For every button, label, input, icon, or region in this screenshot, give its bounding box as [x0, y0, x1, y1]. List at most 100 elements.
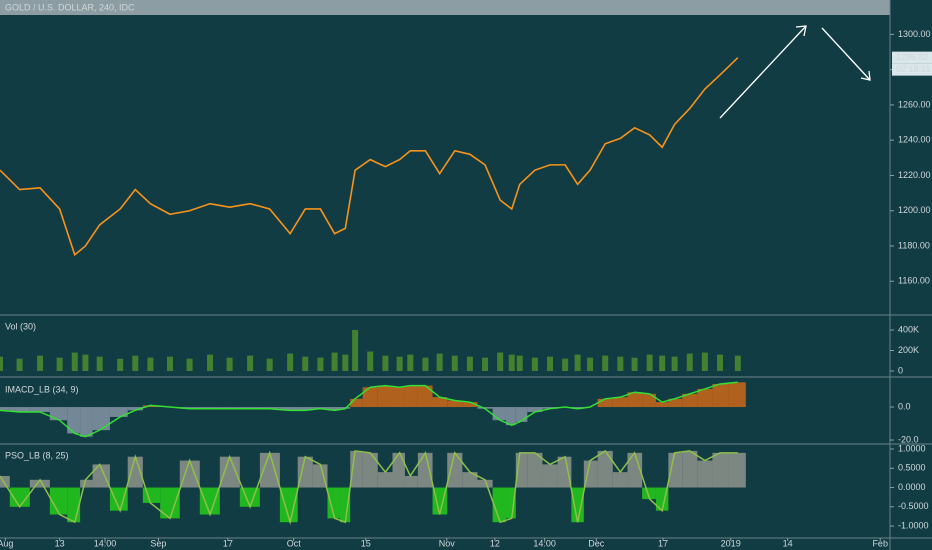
x-tick-label: Aug [0, 538, 13, 548]
histogram-bar [417, 452, 433, 488]
volume-bar [117, 358, 124, 372]
countdown-tag [892, 63, 932, 76]
histogram-bar [404, 385, 418, 408]
y-tick-label: -1.0000 [898, 520, 929, 530]
histogram-bar [29, 407, 50, 412]
histogram-bar [160, 487, 180, 519]
volume-bar [247, 355, 254, 372]
histogram-bar [492, 487, 506, 523]
volume-bar [631, 357, 638, 372]
volume-bar [132, 355, 139, 372]
y-tick-label: 1160.00 [898, 276, 930, 286]
pane-title: PSO_LB (8, 25) [5, 450, 69, 460]
x-tick-label: Oct [287, 538, 302, 548]
x-tick-label: 2019 [721, 538, 741, 548]
volume-bar [574, 354, 581, 372]
histogram-bar [557, 456, 572, 488]
histogram-bar [0, 407, 10, 411]
x-tick-label: 14 [783, 538, 793, 548]
histogram-bar [219, 456, 240, 488]
chart-title: GOLD / U.S. DOLLAR, 240, IDC [5, 2, 135, 12]
volume-bar [734, 355, 741, 372]
histogram-bar [417, 385, 433, 408]
histogram-bar [447, 452, 463, 488]
volume-bar [686, 353, 693, 372]
y-tick-label: 1260.00 [898, 99, 931, 109]
histogram-bar [297, 407, 313, 411]
histogram-bar [668, 452, 683, 488]
histogram-bar [447, 400, 463, 408]
x-tick-label: Nov [439, 538, 456, 548]
y-tick-label: 1300.00 [898, 29, 931, 39]
histogram-bar [377, 385, 393, 408]
volume-bar [166, 356, 173, 372]
volume-bar [352, 330, 359, 372]
histogram-bar [127, 407, 143, 411]
histogram-bar [179, 407, 200, 409]
y-tick-label: 0.0 [898, 401, 911, 411]
histogram-bar [542, 464, 558, 488]
volume-bar [671, 356, 678, 372]
histogram-bar [697, 460, 713, 488]
price-line [0, 57, 739, 257]
volume-bar [56, 357, 63, 372]
y-tick-label: -0.5000 [898, 501, 929, 511]
histogram-bar [219, 407, 240, 409]
histogram-bar [67, 407, 81, 434]
y-tick-label: 1180.00 [898, 240, 930, 250]
y-tick-label: 1240.00 [898, 135, 931, 145]
histogram-bar [377, 472, 393, 488]
histogram-bar [179, 460, 200, 488]
volume-bar [436, 353, 443, 372]
histogram-bar [542, 407, 558, 409]
volume-bar [602, 355, 609, 372]
histogram-bar [477, 407, 493, 409]
x-tick-label: 17 [223, 538, 233, 548]
countdown-label: 02:18:11 [896, 64, 930, 74]
volume-bar [587, 357, 594, 372]
histogram-bar [571, 487, 584, 523]
histogram-bar [612, 472, 628, 488]
volume-bar [37, 355, 44, 372]
histogram-bar [505, 487, 516, 519]
x-tick-label: Dec [588, 538, 605, 548]
volume-bar [147, 357, 154, 372]
histogram-bar [712, 452, 729, 488]
histogram-bar [668, 398, 683, 408]
volume-bar [96, 356, 103, 372]
histogram-bar [362, 387, 378, 408]
histogram-bar [712, 383, 729, 408]
x-tick-label: 14:00 [533, 538, 556, 548]
histogram-bar [462, 472, 478, 488]
volume-bar [16, 358, 23, 372]
histogram-bar [527, 452, 543, 488]
volume-bar [0, 356, 3, 372]
histogram-bar [571, 407, 584, 409]
histogram-bar [404, 475, 418, 488]
histogram-bar [9, 407, 30, 412]
volume-bar [646, 354, 653, 372]
volume-bar [317, 357, 324, 372]
histogram-bar [392, 452, 405, 488]
histogram-bar [583, 460, 598, 488]
pane-title: Vol (30) [5, 321, 36, 331]
histogram-bar [9, 487, 30, 507]
histogram-bar [297, 456, 313, 488]
volume-bar [331, 352, 338, 372]
histogram-bar [642, 487, 656, 500]
histogram-bar [597, 450, 613, 488]
volume-bar [342, 354, 349, 372]
histogram-bar [279, 407, 298, 411]
histogram-bar [49, 407, 68, 421]
histogram-bar [80, 479, 93, 488]
histogram-bar [682, 450, 698, 488]
volume-bar [186, 358, 193, 372]
annotation-arrows [719, 25, 871, 119]
volume-bar [516, 355, 523, 372]
volume-bar [451, 355, 458, 372]
price-tag [892, 51, 932, 64]
volume-bar [71, 352, 78, 372]
volume-bar [701, 352, 708, 372]
